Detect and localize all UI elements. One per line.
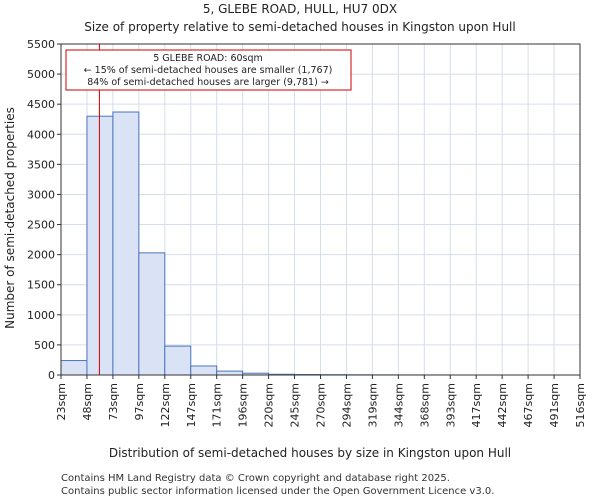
y-tick-label: 2000 [27, 249, 55, 262]
bar [190, 365, 218, 376]
annotation-line-2: ← 15% of semi-detached houses are smalle… [84, 65, 333, 76]
annotation-frame [65, 49, 352, 91]
bar [112, 111, 140, 376]
x-tick-label: 516sqm [574, 383, 587, 427]
y-tick-label: 0 [48, 369, 55, 382]
chart-subtitle: Size of property relative to semi-detach… [84, 20, 515, 34]
footer-line-1: Contains HM Land Registry data © Crown c… [61, 473, 450, 484]
y-tick-label: 2500 [27, 219, 55, 232]
y-tick-label: 1000 [27, 309, 55, 322]
y-tick-label: 5500 [27, 38, 55, 51]
x-tick-label: 368sqm [418, 383, 431, 427]
x-axis-label: Distribution of semi-detached houses by … [109, 446, 511, 460]
bar [60, 360, 88, 376]
bar [164, 345, 192, 376]
x-tick-label: 393sqm [444, 383, 457, 427]
x-tick-label: 270sqm [315, 383, 328, 427]
x-tick-label: 196sqm [237, 383, 250, 427]
annotation-line-3: 84% of semi-detached houses are larger (… [87, 77, 329, 88]
y-tick-label: 5000 [27, 68, 55, 81]
annotation-box: 5 GLEBE ROAD: 60sqm ← 15% of semi-detach… [65, 49, 352, 91]
y-tick-label: 4500 [27, 98, 55, 111]
x-tick-label: 245sqm [289, 383, 302, 427]
x-tick-label: 73sqm [107, 383, 120, 420]
x-tick-label: 97sqm [133, 383, 146, 420]
x-tick-label: 48sqm [81, 383, 94, 420]
x-tick-label: 442sqm [496, 383, 509, 427]
footer-line-2: Contains public sector information licen… [61, 486, 494, 497]
x-tick-label: 467sqm [522, 383, 535, 427]
bars [60, 111, 451, 376]
annotation-line-1: 5 GLEBE ROAD: 60sqm [153, 53, 263, 64]
x-tick-label: 417sqm [470, 383, 483, 427]
x-tick-label: 491sqm [548, 383, 561, 427]
bar [86, 115, 114, 376]
x-ticks: 23sqm 48sqm 73sqm 97sqm 122sqm 147sqm 171sqm 19… [55, 375, 587, 427]
x-tick-label: 344sqm [392, 383, 405, 427]
y-axis-label: Number of semi-detached properties [3, 107, 17, 329]
x-tick-label: 220sqm [263, 383, 276, 427]
x-tick-label: 171sqm [211, 383, 224, 427]
bar [216, 370, 244, 376]
x-tick-label: 147sqm [185, 383, 198, 427]
y-tick-label: 3000 [27, 188, 55, 201]
y-tick-label: 3500 [27, 158, 55, 171]
x-tick-label: 23sqm [55, 383, 68, 420]
x-tick-label: 294sqm [340, 383, 353, 427]
x-tick-label: 122sqm [159, 383, 172, 427]
x-tick-label: 319sqm [366, 383, 379, 427]
chart-title: 5, GLEBE ROAD, HULL, HU7 0DX [203, 2, 397, 16]
y-tick-label: 4000 [27, 128, 55, 141]
bar [138, 252, 166, 376]
y-tick-label: 1500 [27, 279, 55, 292]
y-ticks: 0 500 1000 1500 2000 2500 3000 3500 4000 4500 5000… [27, 38, 61, 382]
y-tick-label: 500 [34, 339, 55, 352]
